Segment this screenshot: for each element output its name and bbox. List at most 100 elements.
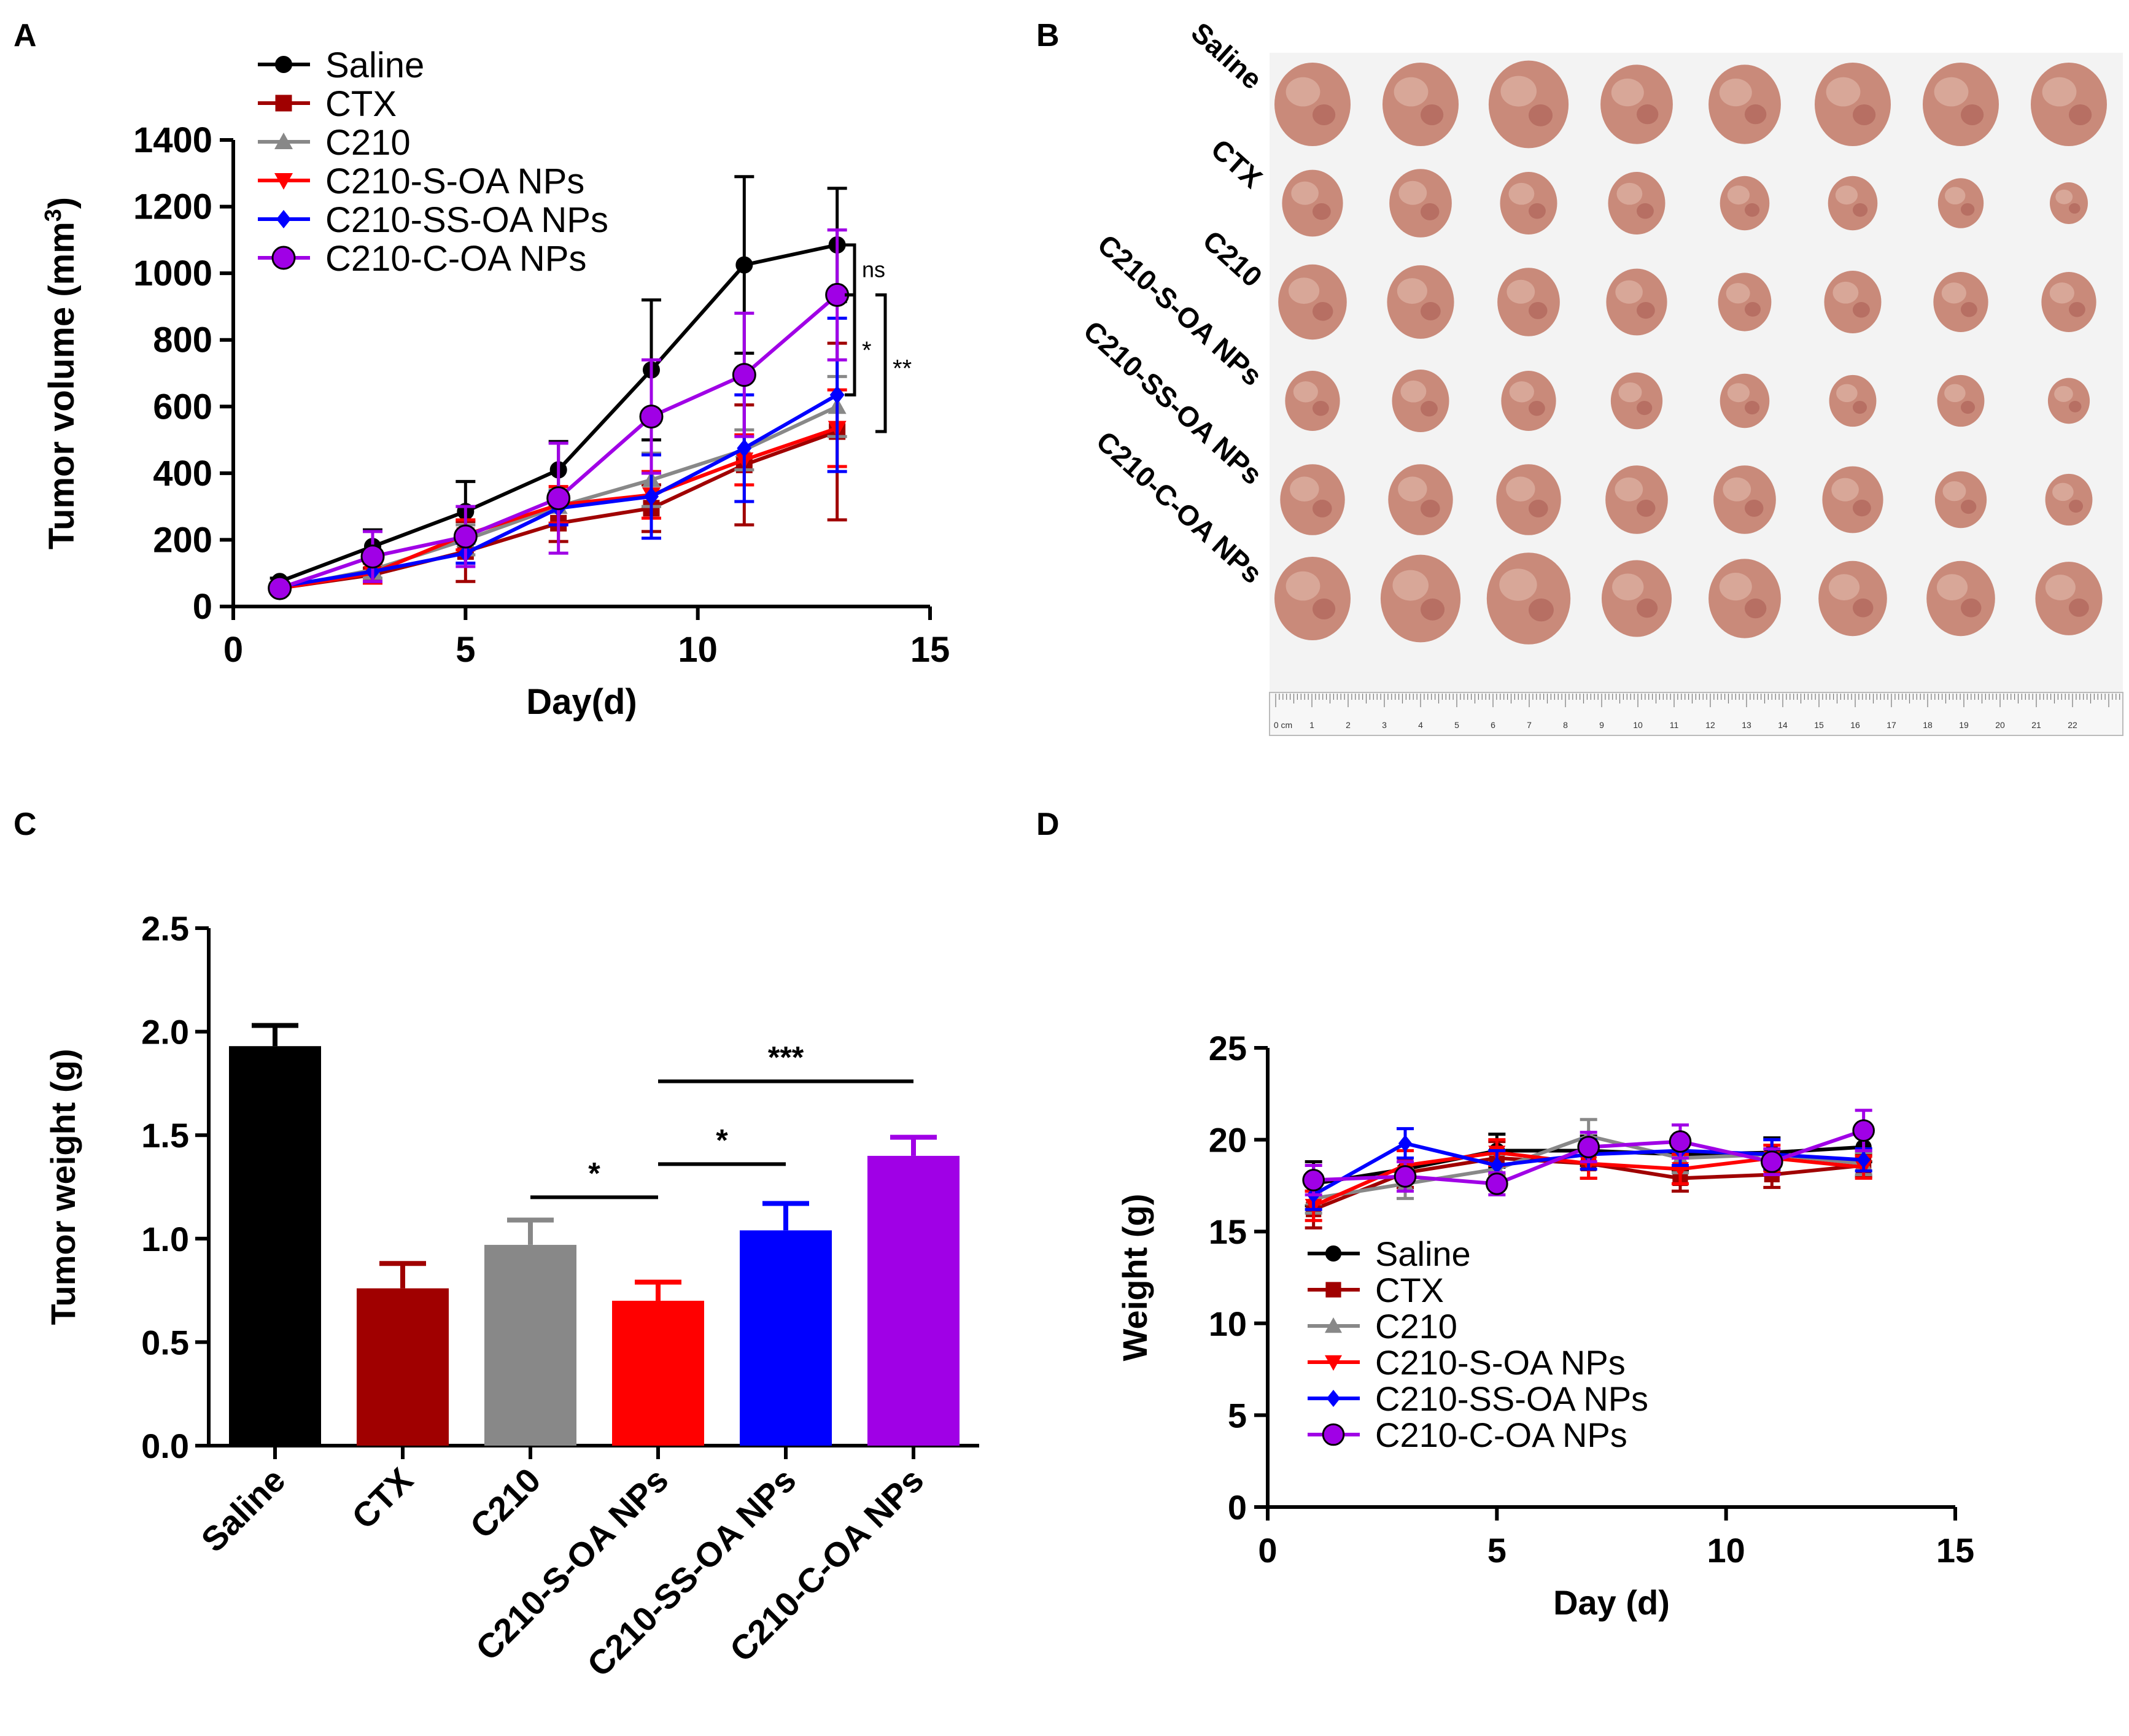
- panel-d-legend-label: C210: [1375, 1307, 1457, 1346]
- tumor: [2035, 562, 2103, 635]
- tumor-highlight: [1394, 77, 1429, 107]
- panel-a-y-tick-label: 200: [153, 520, 212, 560]
- panel-d-legend-marker: [1325, 1317, 1342, 1333]
- tumor-body: [1718, 273, 1772, 331]
- tumor-highlight: [1398, 180, 1427, 205]
- panel-a-bracket-line: [875, 293, 887, 433]
- tumor-shadow: [1637, 203, 1654, 219]
- tumor-highlight: [1723, 477, 1751, 502]
- tumor: [1610, 372, 1663, 430]
- tumor-shadow: [1529, 104, 1553, 126]
- panel-a-y-tick-label: 400: [153, 454, 212, 494]
- ruler-label: 16: [1850, 720, 1860, 730]
- tumor-body: [1387, 265, 1454, 339]
- panel-c-y-tick-label: 1.5: [141, 1116, 189, 1155]
- panel-d-series-c210-c-oa: [1302, 1109, 1875, 1196]
- panel-d-y-tick-label: 5: [1228, 1396, 1247, 1435]
- panel-d-legend-marker: [1325, 1245, 1342, 1262]
- tumor-shadow: [1853, 500, 1871, 517]
- tumor-highlight: [1835, 185, 1858, 205]
- panel-d-y-axis-label: Weight (g): [1115, 1194, 1154, 1362]
- panel-d-x-tick-label: 0: [1258, 1531, 1277, 1570]
- tumor: [1818, 560, 1887, 637]
- panel-d-y-tick-label: 15: [1209, 1212, 1247, 1251]
- panel-d-data-point: [1577, 1136, 1600, 1158]
- ruler-label: 6: [1491, 720, 1495, 730]
- tumor-shadow: [1529, 302, 1548, 319]
- panel-d-body-weight-chart: D 0 5 10 15 20 25 0 5 10 15 Day (d) Weight (g) Salin…: [1036, 807, 1974, 1622]
- tumor-shadow: [1745, 104, 1767, 125]
- tumor: [1278, 264, 1347, 340]
- panel-a-data-point: [639, 405, 664, 429]
- tumor-shadow: [1313, 401, 1329, 416]
- panel-c-significance-label: *: [716, 1123, 728, 1157]
- tumor-shadow: [2069, 401, 2082, 413]
- tumor: [1382, 63, 1459, 146]
- panel-d-data-point: [1398, 1134, 1413, 1152]
- panel-c-bar-group: CTX: [344, 1261, 449, 1536]
- panel-c-bar: [740, 1230, 832, 1446]
- tumor-body: [1610, 372, 1663, 430]
- tumor-highlight: [1397, 278, 1427, 304]
- tumor: [2041, 272, 2096, 332]
- tumor-highlight: [2042, 77, 2077, 107]
- panel-a-significance-bracket: ns: [845, 243, 885, 296]
- tumor-shadow: [1529, 599, 1554, 622]
- panel-a-y-tick-label: 600: [153, 387, 212, 427]
- panel-a-legend-label: CTX: [325, 84, 397, 124]
- panel-d-x-tick-label: 15: [1936, 1531, 1974, 1570]
- panel-a-legend-label: C210-SS-OA NPs: [325, 200, 608, 240]
- ruler-body: [1269, 692, 2123, 736]
- tumor: [1380, 554, 1461, 643]
- tumor-body: [1278, 264, 1347, 340]
- tumor-shadow: [1853, 302, 1870, 318]
- photo-row-label: C210-SS-OA NPs: [1077, 314, 1268, 490]
- ruler-label: 9: [1599, 720, 1604, 730]
- tumor-body: [1829, 374, 1877, 427]
- tumor: [1708, 64, 1781, 144]
- panel-d-legend-label: C210-S-OA NPs: [1375, 1343, 1626, 1382]
- panel-a-y-axis-label: Tumor volume (mm3): [40, 197, 82, 549]
- panel-a-series-c210-c-oa: [268, 228, 850, 600]
- ruler-label: 8: [1563, 720, 1568, 730]
- tumor-shadow: [1961, 203, 1975, 216]
- tumor-body: [1815, 63, 1891, 146]
- tumor-shadow: [1745, 500, 1764, 517]
- tumor-shadow: [1529, 401, 1545, 416]
- panel-c-y-tick-label: 0.5: [141, 1323, 189, 1362]
- panel-a-data-point: [735, 256, 753, 274]
- tumor-highlight: [1836, 384, 1858, 403]
- tumor-highlight: [1507, 279, 1535, 304]
- tumor-highlight: [1941, 282, 1966, 304]
- tumor-highlight: [1719, 79, 1752, 107]
- tumor-body: [1382, 63, 1459, 146]
- tumor-body: [2045, 473, 2093, 526]
- tumor-shadow: [1745, 203, 1760, 217]
- tumor-shadow: [1637, 401, 1653, 416]
- panel-a-y-tick-label: 800: [153, 320, 212, 360]
- panel-d-data-point: [1394, 1165, 1417, 1188]
- panel-b-letter: B: [1036, 18, 1060, 53]
- tumor-highlight: [1612, 573, 1644, 601]
- panel-c-bar-group: C210: [462, 1217, 576, 1546]
- tumor-highlight: [1392, 570, 1429, 601]
- ruler-label: 20: [1995, 720, 2005, 730]
- tumor-body: [1923, 63, 1999, 146]
- panel-c-bar: [612, 1300, 704, 1446]
- panel-d-data-point: [1486, 1172, 1508, 1195]
- tumor-body: [1392, 370, 1449, 432]
- tumor-body: [1937, 374, 1985, 427]
- tumor-shadow: [1637, 302, 1655, 319]
- panel-a-data-point: [453, 524, 478, 549]
- tumor-highlight: [1398, 476, 1427, 502]
- panel-d-letter: D: [1036, 807, 1060, 842]
- panel-c-significance-label: ***: [768, 1040, 804, 1075]
- tumor-body: [1486, 552, 1571, 645]
- panel-c-bar: [484, 1244, 576, 1446]
- tumor-shadow: [1961, 500, 1977, 514]
- tumor-highlight: [1499, 568, 1537, 601]
- panel-d-legend-marker: [1326, 1390, 1341, 1407]
- tumor-highlight: [1944, 187, 1966, 205]
- panel-a-data-point: [546, 486, 571, 511]
